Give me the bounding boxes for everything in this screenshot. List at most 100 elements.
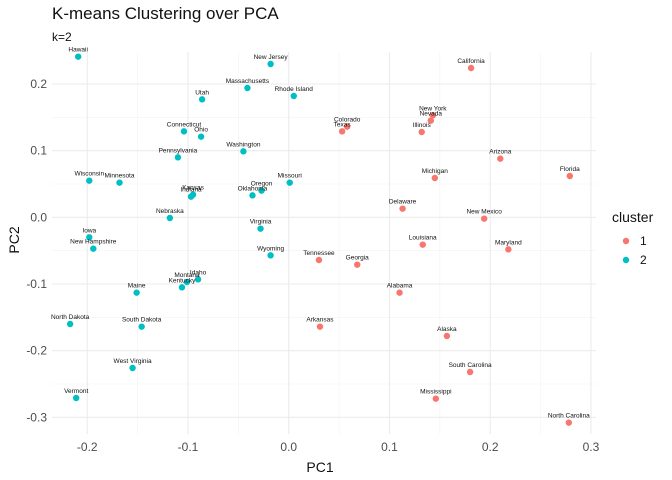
point-label: Nevada (420, 111, 443, 118)
data-point (497, 155, 504, 162)
point-label: Montana (174, 272, 200, 279)
data-point (286, 179, 293, 186)
point-label: Pennsylvania (159, 147, 198, 154)
point-label: Kansas (182, 185, 204, 192)
point-label: Nebraska (156, 208, 184, 215)
data-point (166, 214, 174, 222)
point-label: Washington (226, 141, 260, 148)
data-point (174, 154, 182, 161)
data-point (399, 205, 406, 212)
data-point (244, 84, 251, 92)
point-label: Wisconsin (74, 171, 104, 178)
y-tick-label: -0.2 (26, 344, 47, 358)
data-point (432, 395, 440, 402)
legend-label: 1 (640, 234, 647, 248)
point-label: Ohio (194, 127, 208, 134)
data-point (419, 241, 426, 248)
data-point (116, 179, 123, 186)
point-label: Mississippi (420, 389, 451, 396)
data-point (427, 117, 434, 124)
y-tick-label: 0.0 (30, 210, 47, 224)
point-label: Wyoming (257, 245, 284, 252)
data-point (316, 323, 324, 330)
point-label: Texas (334, 121, 352, 128)
point-label: Utah (195, 89, 209, 96)
grid-layer (52, 52, 596, 434)
point-label: North Dakota (51, 314, 90, 321)
point-label: Georgia (346, 255, 370, 262)
legend-label: 2 (640, 253, 647, 267)
data-point (72, 394, 80, 402)
point-label: South Carolina (449, 362, 492, 369)
data-point (138, 323, 145, 330)
point-label: Florida (560, 166, 580, 173)
data-point (178, 284, 186, 291)
chart-subtitle: k=2 (52, 30, 72, 44)
x-tick-label: 0.2 (482, 440, 499, 454)
legend-title: cluster (612, 209, 654, 225)
data-point (180, 128, 188, 135)
data-point (66, 320, 74, 328)
point-label: Missouri (278, 173, 302, 180)
point-label: West Virginia (114, 358, 152, 365)
data-point (133, 289, 140, 296)
point-label: Alaska (437, 326, 457, 333)
data-point (257, 225, 264, 232)
data-point (354, 261, 361, 268)
point-label: Arizona (489, 149, 511, 156)
data-point (267, 60, 274, 68)
data-point (343, 123, 351, 130)
data-point (315, 256, 323, 264)
point-label: New Mexico (466, 209, 502, 216)
x-tick-label: -0.1 (178, 440, 199, 454)
data-point (183, 278, 191, 286)
legend: cluster 1 2 (612, 209, 654, 267)
data-point (418, 128, 425, 136)
data-point (466, 368, 474, 376)
point-label: Rhode Island (275, 86, 314, 93)
point-label: Oregon (251, 181, 273, 188)
data-point (565, 419, 572, 426)
y-tick-label: -0.3 (26, 410, 47, 424)
data-point (197, 133, 205, 140)
chart-title: K-means Clustering over PCA (52, 4, 279, 23)
point-label: Oklahoma (238, 185, 268, 192)
data-point (194, 276, 202, 283)
y-tick-label: 0.1 (30, 144, 47, 158)
y-tick-label: 0.2 (30, 77, 47, 91)
point-label: Arkansas (306, 317, 334, 324)
data-point (198, 96, 206, 103)
point-label: Illinois (413, 122, 432, 129)
data-point (86, 177, 93, 184)
point-label: Connecticut (167, 121, 202, 128)
point-label: North Carolina (548, 413, 590, 420)
point-label: California (457, 58, 485, 65)
data-point (258, 187, 265, 194)
point-label: Virginia (250, 219, 272, 226)
point-label: Maryland (495, 239, 522, 246)
y-tick-label: -0.1 (26, 277, 47, 291)
data-point (505, 246, 512, 253)
point-label: South Dakota (122, 317, 162, 324)
legend-key (622, 256, 630, 264)
data-point (443, 332, 451, 340)
x-tick-label: 0.1 (381, 440, 398, 454)
point-label: Michigan (422, 168, 448, 175)
data-point (86, 234, 93, 241)
data-point (290, 92, 297, 100)
point-label: Minnesota (104, 173, 134, 180)
legend-key (622, 237, 630, 245)
data-point (467, 64, 475, 72)
point-label: Massachusetts (226, 78, 270, 85)
tick-labels: -0.2 -0.1 0.0 0.1 0.2 0.3 -0.3 -0.2 -0.1 0.0 0.1 0.… (26, 77, 599, 454)
point-label: Kentucky (169, 277, 196, 284)
point-label: New Jersey (254, 54, 289, 61)
data-point (429, 112, 436, 119)
point-label: Indiana (180, 187, 202, 194)
point-label: Tennessee (303, 250, 335, 257)
point-label: New York (419, 105, 447, 112)
x-tick-label: -0.2 (77, 440, 98, 454)
data-point (240, 148, 247, 155)
data-point (338, 128, 346, 135)
point-label: Delaware (389, 199, 417, 206)
